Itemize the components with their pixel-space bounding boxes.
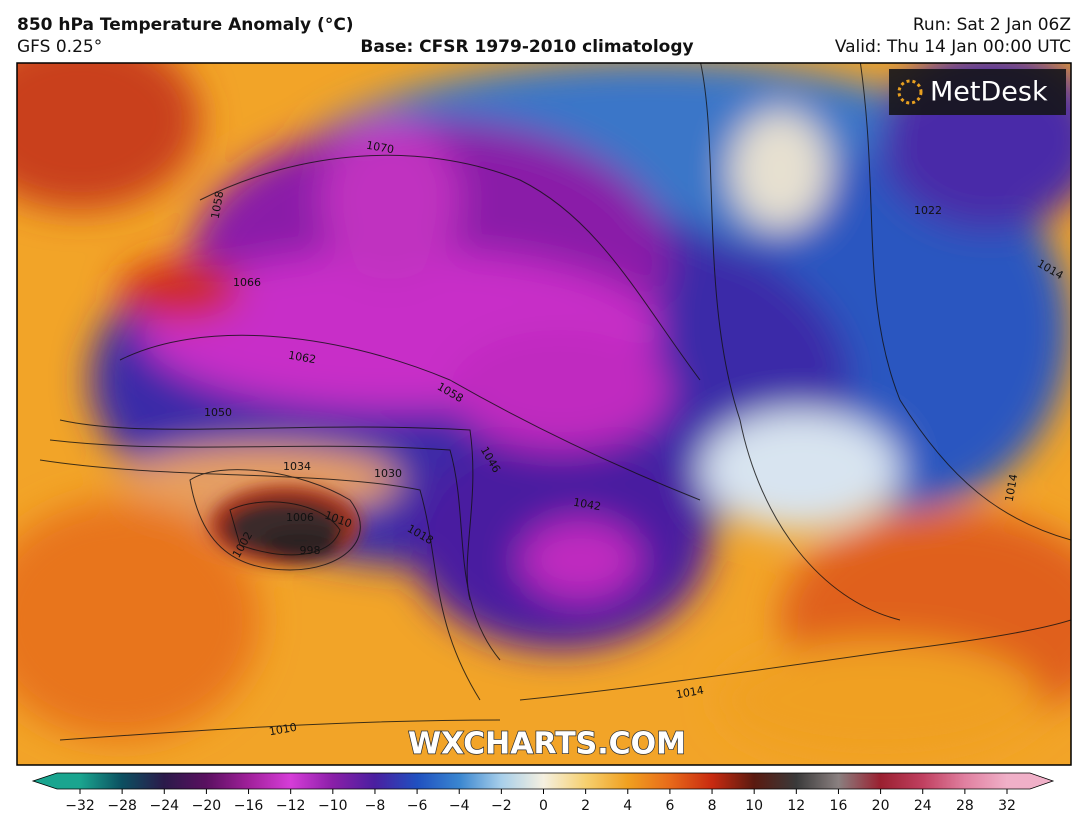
isobar-label: 1062: [287, 349, 317, 367]
isobar-label: 1022: [914, 204, 942, 217]
colorbar-body: [31, 772, 1055, 790]
colorbar-label: 6: [665, 798, 674, 814]
isobars: [39, 63, 1071, 741]
map: 1058106610701062105810501034103010181006…: [17, 63, 1071, 765]
valid: Valid: Thu 14 Jan 00:00 UTC: [835, 37, 1071, 57]
colorbar-label: −12: [276, 798, 306, 814]
logo-icon: [897, 79, 923, 105]
title: 850 hPa Temperature Anomaly (°C): [17, 15, 354, 35]
colorbar-label: 2: [581, 798, 590, 814]
colorbar-label: −20: [192, 798, 222, 814]
colorbar-label: 24: [914, 798, 932, 814]
colorbar-label: 4: [623, 798, 632, 814]
isobar-label: 998: [300, 544, 321, 557]
colorbar-label: −28: [107, 798, 137, 814]
run: Run: Sat 2 Jan 06Z: [913, 15, 1071, 35]
colorbar-label: −2: [491, 798, 512, 814]
colorbar-label: 32: [998, 798, 1016, 814]
colorbar-label: −10: [318, 798, 348, 814]
isobar-label: 1042: [572, 496, 602, 514]
isobar-label: 1034: [283, 460, 311, 473]
colorbar-label: −16: [234, 798, 264, 814]
isobar-label: 1066: [233, 276, 261, 289]
colorbar-label: 28: [956, 798, 974, 814]
isobar-label: 1014: [675, 684, 705, 702]
colorbar-label: −4: [449, 798, 470, 814]
colorbar-label: −8: [365, 798, 386, 814]
colorbar-label: 10: [745, 798, 763, 814]
isobar-label: 1006: [286, 511, 314, 524]
colorbar-label: 20: [872, 798, 890, 814]
isobar-label: 1030: [374, 467, 402, 480]
isobar-label: 1058: [209, 190, 227, 220]
isobar-label: 1050: [204, 406, 232, 419]
colorbar-label: 16: [830, 798, 848, 814]
isobar-label: 1070: [365, 139, 395, 157]
isobar-label: 1014: [1003, 473, 1021, 503]
model: GFS 0.25°: [17, 37, 102, 57]
colorbar-label: −24: [149, 798, 179, 814]
watermark: WXCHARTS.COM: [408, 727, 686, 762]
logo: MetDesk: [930, 77, 1048, 108]
colorbar-label: −32: [65, 798, 95, 814]
colorbar-label: 12: [787, 798, 805, 814]
map-frame: [16, 62, 1072, 766]
isobar-label: 1010: [268, 721, 298, 739]
base: Base: CFSR 1979-2010 climatology: [360, 37, 693, 57]
colorbar-label: 0: [539, 798, 548, 814]
colorbar: −32 −28 −24 −20 −16 −12 −10 −8 −6 −4 −2 0 2 4 6 8 10 12 16…: [31, 772, 1055, 814]
colorbar-label: 8: [708, 798, 717, 814]
colorbar-label: −6: [407, 798, 428, 814]
logo-box: [889, 69, 1066, 115]
